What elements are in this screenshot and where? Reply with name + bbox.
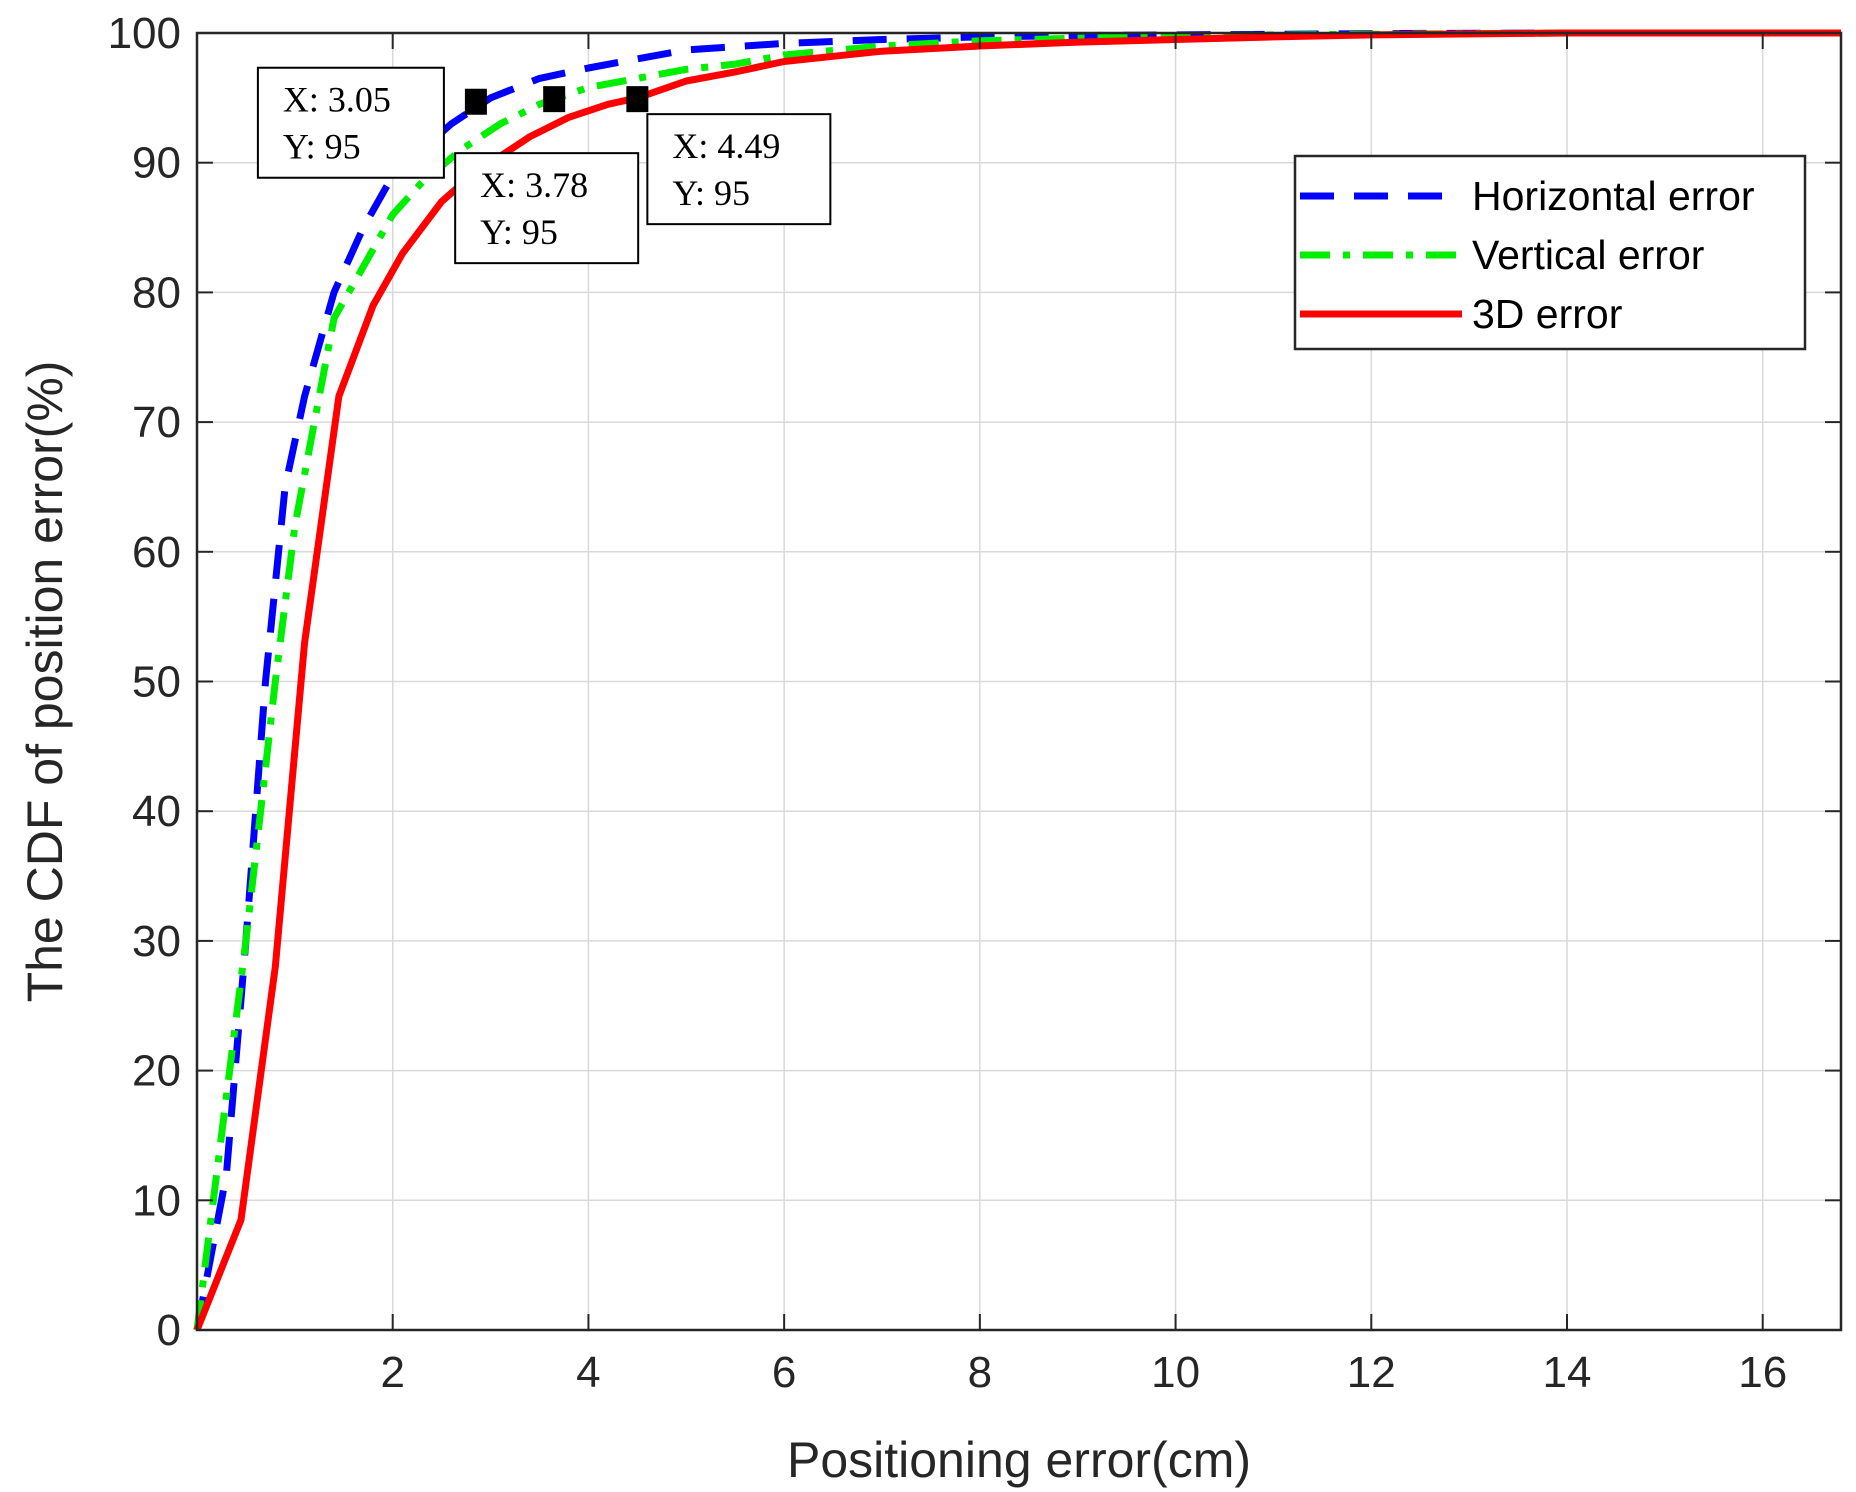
data-tip-y-text: Y: 95 [480,212,558,252]
y-tick-label: 60 [132,528,181,577]
data-tip-y-text: Y: 95 [283,127,361,167]
legend-label-0: Horizontal error [1472,173,1755,219]
y-axis-label: The CDF of position error(%) [17,361,73,1003]
x-tick-label: 12 [1347,1348,1396,1397]
x-axis-label: Positioning error(cm) [787,1432,1251,1488]
x-tick-label: 4 [576,1348,600,1397]
series-line-2 [193,29,1841,1332]
data-tip-marker [464,88,487,115]
data-tip-x-text: X: 4.49 [672,126,780,166]
x-tick-label: 14 [1543,1348,1592,1397]
y-tick-label: 0 [157,1306,181,1355]
data-tip-marker [543,86,566,113]
legend: Horizontal error Vertical error 3D error [1293,154,1807,351]
x-tick-label: 16 [1738,1348,1787,1397]
y-tick-label: 80 [132,268,181,317]
y-tick-label: 70 [132,398,181,447]
y-tick-label: 100 [108,9,181,58]
data-tip-x-text: X: 3.05 [283,80,391,120]
y-tick-label: 10 [132,1176,181,1225]
legend-label-1: Vertical error [1472,232,1704,278]
y-tick-label: 40 [132,787,181,836]
y-tick-label: 90 [132,139,181,188]
x-tick-label: 2 [380,1348,404,1397]
x-tick-label: 8 [968,1348,992,1397]
data-tip-box [454,152,640,265]
legend-label-2: 3D error [1472,291,1622,337]
axes: 2 4 6 8 10 12 14 16 0 10 20 30 40 50 60 70 80 90 100 [108,9,1843,1397]
data-tips: X: 3.05 Y: 95 X: 3.78 Y: 95 X: 4.49 Y: 95 [256,66,832,265]
x-tick-label: 6 [772,1348,796,1397]
y-tick-label: 50 [132,658,181,707]
data-tip-y-text: Y: 95 [672,173,750,213]
y-tick-label: 20 [132,1047,181,1096]
data-tip-x-text: X: 3.78 [480,165,588,205]
data-tip-box [256,66,445,179]
data-tip-box [646,113,832,226]
y-tick-label: 30 [132,917,181,966]
x-tick-label: 10 [1151,1348,1200,1397]
data-tip-marker [626,86,649,113]
